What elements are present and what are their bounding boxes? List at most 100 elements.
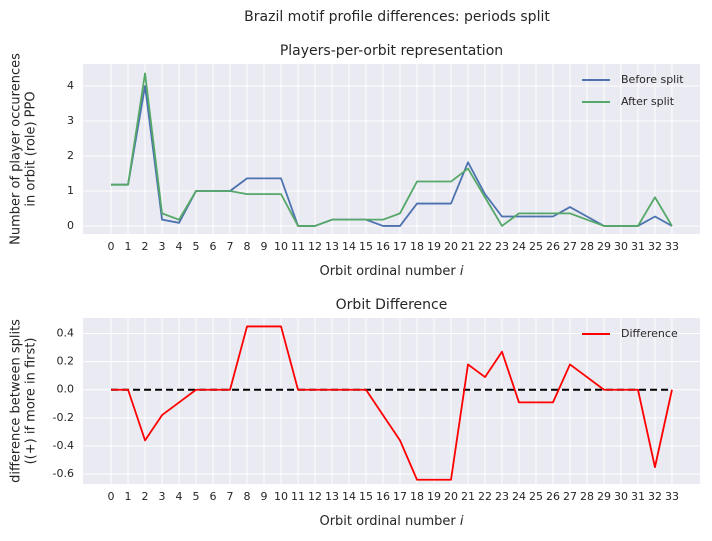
y-tick-label: 4 (67, 79, 74, 92)
x-tick-label: 5 (193, 490, 200, 503)
x-tick-label: 29 (597, 490, 611, 503)
x-tick-label: 22 (478, 490, 492, 503)
x-tick-label: 1 (125, 490, 132, 503)
x-tick-label: 6 (210, 490, 217, 503)
y-tick-label: 0.0 (57, 383, 75, 396)
y-tick-label: -0.4 (53, 439, 74, 452)
series-line (111, 325, 673, 481)
y-tick-label: 0 (67, 219, 74, 232)
x-tick-label: 6 (210, 240, 217, 253)
x-tick-label: 3 (159, 490, 166, 503)
x-tick-label: 31 (631, 240, 645, 253)
x-tick-label: 19 (427, 240, 441, 253)
x-tick-label: 27 (563, 490, 577, 503)
x-tick-label: 11 (291, 240, 305, 253)
y-tick-label: -0.6 (53, 467, 74, 480)
x-tick-label: 29 (597, 240, 611, 253)
x-tick-label: 0 (108, 240, 115, 253)
plot-area (83, 64, 700, 234)
x-axis-label-var: i (460, 514, 464, 529)
legend-label: Before split (621, 73, 684, 86)
y-axis-label: Number of player occurences (9, 53, 24, 245)
x-tick-label: 28 (580, 490, 594, 503)
x-tick-label: 26 (546, 490, 560, 503)
x-tick-label: 24 (512, 490, 526, 503)
x-tick-label: 15 (359, 490, 373, 503)
x-tick-label: 9 (261, 240, 268, 253)
x-tick-label: 32 (648, 490, 662, 503)
x-tick-label: 4 (176, 240, 183, 253)
x-tick-label: 5 (193, 240, 200, 253)
x-tick-label: 12 (308, 240, 322, 253)
x-tick-label: 13 (325, 490, 339, 503)
x-tick-label: 8 (244, 490, 251, 503)
x-tick-label: 20 (444, 240, 458, 253)
x-tick-label: 30 (614, 490, 628, 503)
legend-label: Difference (621, 327, 678, 340)
x-tick-label: 14 (342, 490, 356, 503)
x-tick-label: 13 (325, 240, 339, 253)
x-tick-label: 2 (142, 490, 149, 503)
x-tick-label: 27 (563, 240, 577, 253)
x-tick-label: 1 (125, 240, 132, 253)
x-tick-label: 17 (393, 490, 407, 503)
x-tick-label: 3 (159, 240, 166, 253)
y-axis-label: difference between splits (9, 319, 24, 483)
x-tick-label: 4 (176, 490, 183, 503)
figure-title: Brazil motif profile differences: period… (244, 9, 550, 25)
series-line (111, 72, 673, 227)
y-tick-label: 0.4 (57, 326, 75, 339)
x-tick-label: 2 (142, 240, 149, 253)
x-axis-label-text: Orbit ordinal number (319, 264, 456, 279)
x-tick-label: 9 (261, 490, 268, 503)
x-tick-label: 21 (461, 490, 475, 503)
x-tick-label: 0 (108, 490, 115, 503)
x-tick-label: 14 (342, 240, 356, 253)
y-axis-label: ((+) if more in first) (24, 338, 39, 465)
x-tick-label: 32 (648, 240, 662, 253)
x-tick-label: 30 (614, 240, 628, 253)
x-tick-label: 7 (227, 490, 234, 503)
chart-title: Players-per-orbit representation (280, 43, 503, 59)
x-tick-label: 33 (665, 490, 679, 503)
x-tick-label: 10 (274, 240, 288, 253)
y-axis-label: in orbit (role) PPO (24, 91, 39, 206)
x-tick-label: 16 (376, 490, 390, 503)
x-axis-label: Orbit ordinal number i (319, 514, 463, 529)
x-tick-label: 7 (227, 240, 234, 253)
x-tick-label: 8 (244, 240, 251, 253)
x-tick-label: 15 (359, 240, 373, 253)
x-tick-label: 17 (393, 240, 407, 253)
x-axis-label: Orbit ordinal number i (319, 264, 463, 279)
x-tick-label: 10 (274, 490, 288, 503)
x-axis-label-var: i (460, 264, 464, 279)
y-tick-label: 3 (67, 114, 74, 127)
x-tick-label: 31 (631, 490, 645, 503)
x-tick-label: 18 (410, 240, 424, 253)
x-tick-label: 26 (546, 240, 560, 253)
x-tick-label: 24 (512, 240, 526, 253)
y-tick-label: 1 (67, 184, 74, 197)
x-tick-label: 12 (308, 490, 322, 503)
x-tick-label: 33 (665, 240, 679, 253)
legend-label: After split (621, 95, 675, 108)
x-tick-label: 28 (580, 240, 594, 253)
x-tick-label: 22 (478, 240, 492, 253)
x-tick-label: 25 (529, 490, 543, 503)
x-tick-label: 21 (461, 240, 475, 253)
x-tick-label: 23 (495, 490, 509, 503)
x-axis-label-text: Orbit ordinal number (319, 514, 456, 529)
x-tick-label: 19 (427, 490, 441, 503)
x-tick-label: 25 (529, 240, 543, 253)
x-tick-label: 18 (410, 490, 424, 503)
y-tick-label: 0.2 (57, 355, 75, 368)
chart-title: Orbit Difference (336, 297, 448, 313)
y-tick-label: 2 (67, 149, 74, 162)
y-tick-label: -0.2 (53, 411, 74, 424)
x-tick-label: 23 (495, 240, 509, 253)
x-tick-label: 16 (376, 240, 390, 253)
plot-area (83, 318, 700, 484)
x-tick-label: 11 (291, 490, 305, 503)
x-tick-label: 20 (444, 490, 458, 503)
